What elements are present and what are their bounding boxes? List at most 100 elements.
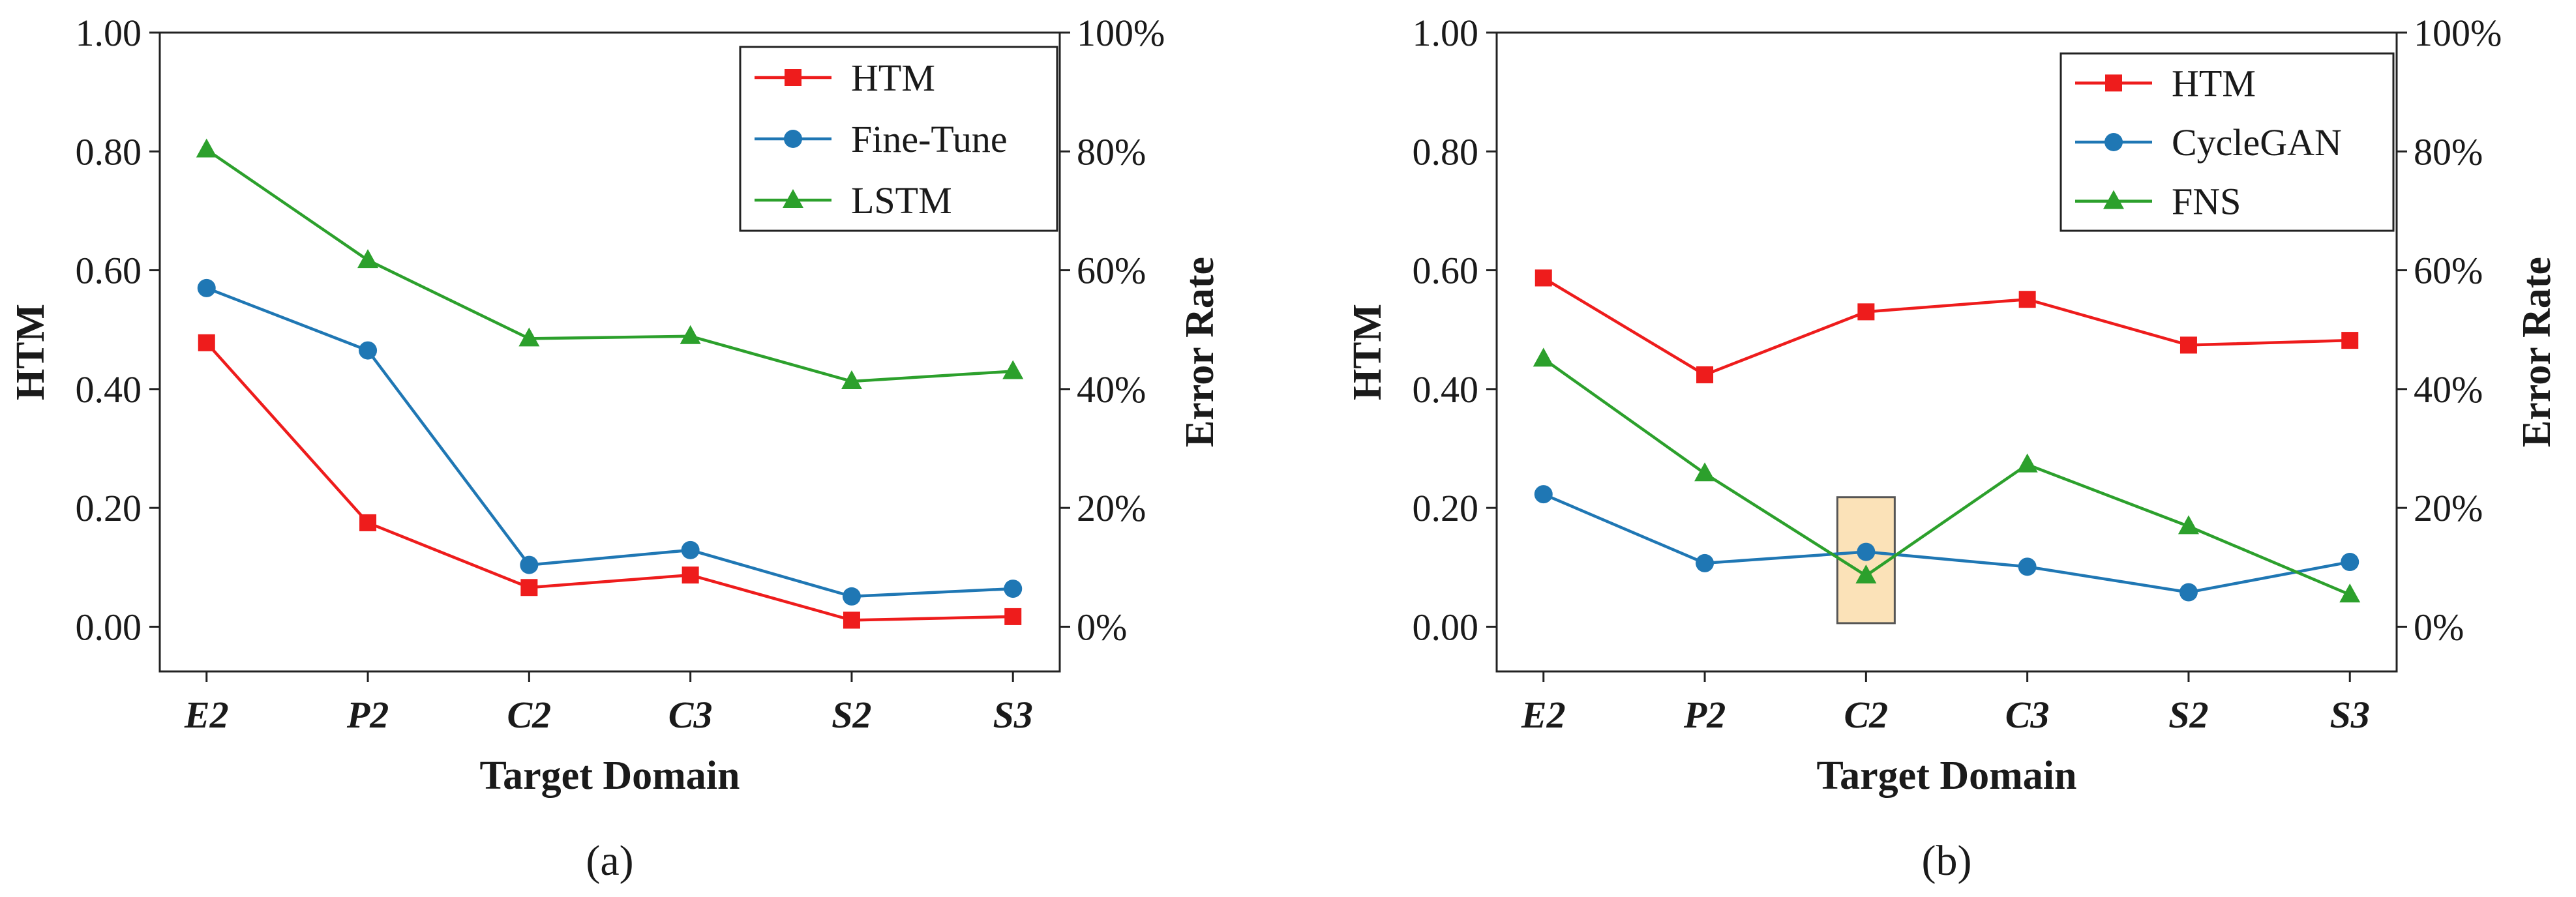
- x-tick-label: C3: [2005, 694, 2050, 736]
- data-point: [520, 555, 539, 574]
- y-right-tick-label: 100%: [2414, 12, 2502, 54]
- data-point: [1535, 269, 1552, 287]
- series-fine-tune: [197, 278, 1023, 606]
- data-point: [2018, 557, 2037, 576]
- data-point: [520, 579, 538, 596]
- data-point: [1696, 553, 1715, 572]
- legend-label: HTM: [2172, 62, 2256, 104]
- legend: HTM Fine-Tune LSTM: [739, 46, 1058, 232]
- data-point: [1696, 366, 1714, 383]
- x-tick-label: E2: [184, 694, 229, 736]
- legend-label: CycleGAN: [2172, 121, 2342, 164]
- chart-panel-a: 0.00 0.20 0.40 0.60 0.80 1.00 0% 20% 40% 60% 80% 10…: [8, 12, 1222, 885]
- y-right-tick-label: 60%: [1077, 250, 1146, 292]
- data-point: [518, 327, 540, 347]
- legend-marker: [783, 189, 803, 208]
- legend-label: Fine-Tune: [851, 118, 1008, 160]
- plot-frame: [1495, 31, 2398, 673]
- data-point: [1534, 485, 1553, 504]
- data-point: [2178, 515, 2199, 535]
- series-lstm: [196, 138, 1024, 389]
- y-tick-label: 0.20: [76, 487, 142, 529]
- y-right-axis-title: Error Rate: [2515, 257, 2559, 447]
- legend: HTM CycleGAN FNS: [2059, 52, 2395, 232]
- legend-marker: [2105, 74, 2122, 92]
- panel-label: (b): [1922, 837, 1972, 885]
- data-point: [2339, 583, 2361, 603]
- data-point: [681, 540, 700, 559]
- data-point: [681, 566, 699, 584]
- data-point: [1694, 462, 1716, 482]
- data-point: [1857, 542, 1876, 561]
- series-htm: [198, 334, 1022, 629]
- data-point: [843, 611, 860, 629]
- y-right-tick-label: 40%: [1077, 368, 1146, 411]
- data-point: [1004, 608, 1022, 625]
- x-tick-label: S3: [993, 694, 1033, 736]
- x-tick-label: P2: [346, 694, 389, 736]
- y-right-tick-label: 100%: [1077, 12, 1165, 54]
- x-tick-label: S2: [831, 694, 871, 736]
- y-right-tick-label: 0%: [1077, 606, 1127, 648]
- chart-panel-b: 0.00 0.20 0.40 0.60 0.80 1.00 0% 20% 40% 60% 80% 10…: [1345, 12, 2559, 885]
- y-tick-label: 0.20: [1413, 487, 1479, 529]
- legend-label: HTM: [851, 57, 935, 99]
- data-point: [2018, 291, 2036, 308]
- data-point: [2016, 453, 2038, 473]
- data-point: [1857, 303, 1875, 321]
- series-line: [1542, 276, 2350, 377]
- data-point: [2341, 553, 2359, 572]
- data-point: [357, 249, 379, 269]
- legend-marker: [2103, 190, 2124, 209]
- y-axis-title: HTM: [1345, 304, 1390, 400]
- x-tick-label: C2: [1844, 694, 1889, 736]
- y-right-tick-label: 80%: [2414, 130, 2483, 173]
- data-point: [198, 334, 215, 351]
- y-tick-label: 1.00: [76, 12, 142, 54]
- series-line: [205, 342, 1013, 622]
- y-right-tick-label: 20%: [1077, 487, 1146, 529]
- y-right-tick-label: 20%: [2414, 487, 2483, 529]
- y-right-axis-title: Error Rate: [1178, 257, 1222, 447]
- x-tick-label: S3: [2330, 694, 2370, 736]
- data-point: [1533, 347, 1554, 367]
- data-point: [2179, 336, 2197, 354]
- x-tick-label: P2: [1683, 694, 1726, 736]
- legend-marker: [785, 69, 801, 86]
- data-point: [359, 341, 378, 360]
- y-tick-label: 0.80: [1413, 130, 1479, 173]
- series-fns: [1533, 347, 2361, 603]
- x-tick-label: C2: [507, 694, 552, 736]
- plot-frame: [158, 31, 1061, 673]
- highlight-box: [1836, 496, 1896, 625]
- x-axis-title: Target Domain: [1817, 754, 2077, 798]
- data-point: [196, 138, 217, 158]
- y-tick-label: 1.00: [1413, 12, 1479, 54]
- data-point: [1855, 565, 1877, 584]
- y-right-tick-label: 80%: [1077, 130, 1146, 173]
- y-tick-label: 0.00: [76, 606, 142, 648]
- x-tick-label: E2: [1521, 694, 1566, 736]
- y-tick-label: 0.60: [1413, 250, 1479, 292]
- data-point: [1002, 360, 1024, 379]
- legend-marker: [784, 130, 802, 148]
- y-tick-label: 0.40: [76, 368, 142, 411]
- y-tick-label: 0.60: [76, 250, 142, 292]
- data-point: [1004, 580, 1023, 598]
- x-tick-label: S2: [2168, 694, 2208, 736]
- series-line: [1542, 357, 2351, 596]
- panel-label: (a): [586, 837, 633, 885]
- x-axis-title: Target Domain: [480, 754, 740, 798]
- y-right-tick-label: 0%: [2414, 606, 2464, 648]
- data-point: [2179, 583, 2198, 602]
- y-right-tick-label: 60%: [2414, 250, 2483, 292]
- series-line: [1542, 493, 2350, 594]
- y-tick-label: 0.00: [1413, 606, 1479, 648]
- data-point: [197, 278, 216, 297]
- legend-marker: [2104, 133, 2123, 151]
- y-right-tick-label: 40%: [2414, 368, 2483, 411]
- series-line: [205, 148, 1013, 383]
- legend-label: LSTM: [851, 179, 952, 222]
- data-point: [359, 514, 377, 531]
